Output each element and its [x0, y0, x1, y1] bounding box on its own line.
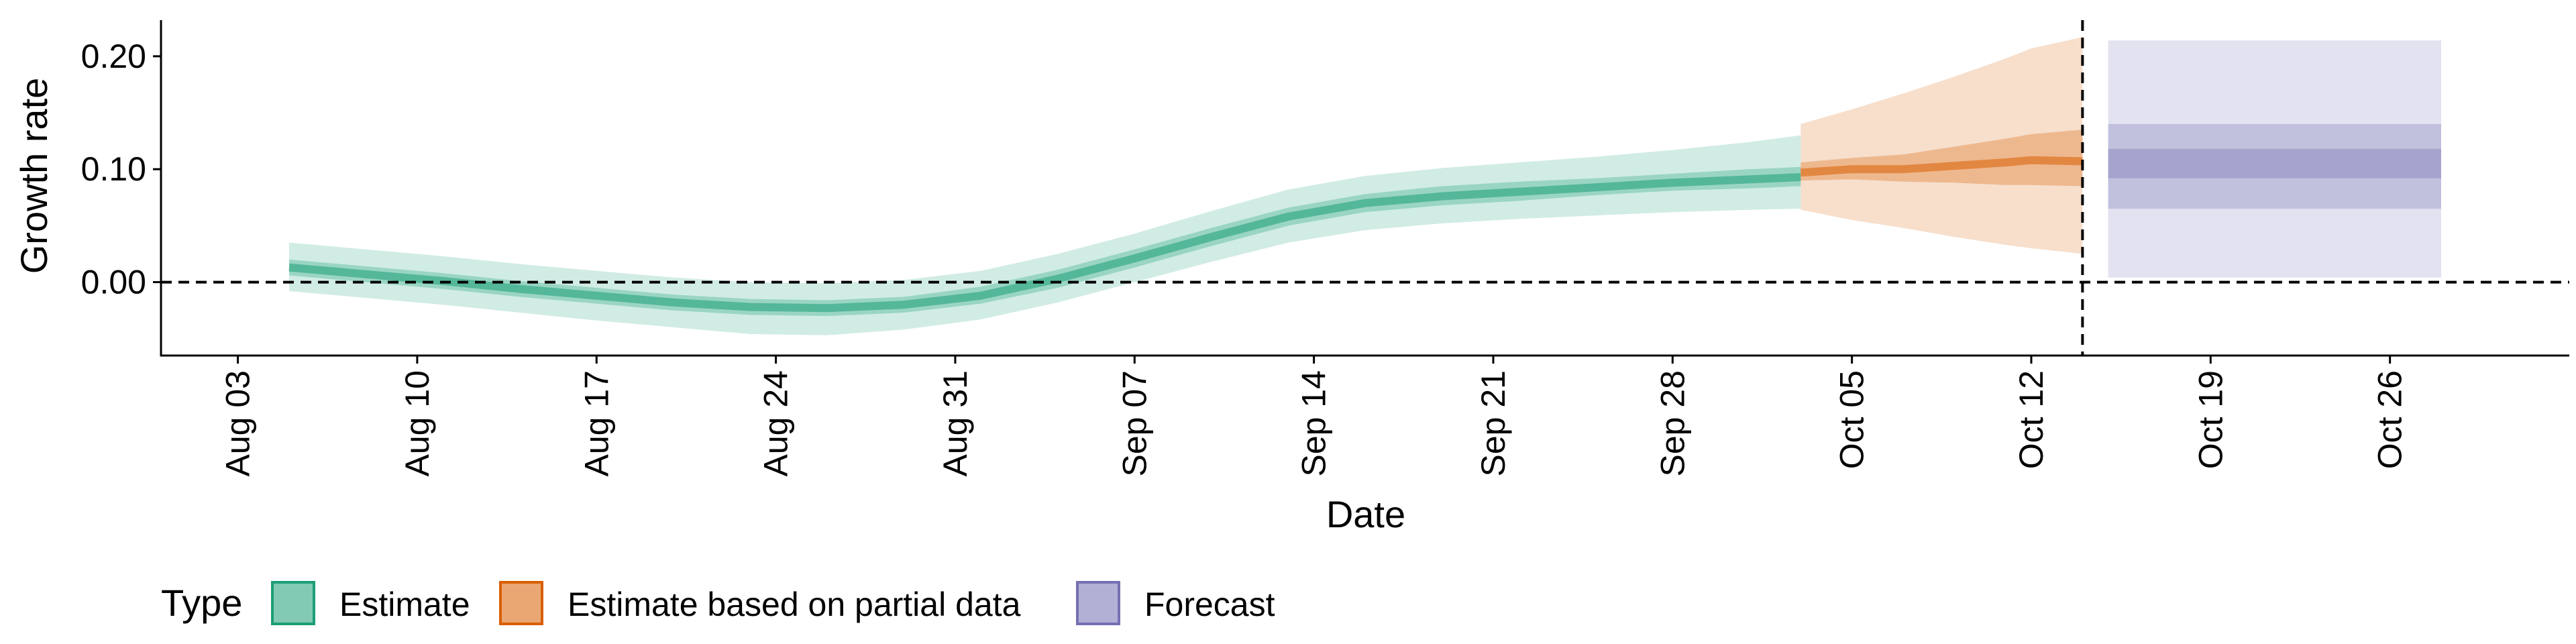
legend-key-forecast: [1076, 581, 1120, 625]
estimate-band-50: [289, 166, 1801, 317]
axes: 0.00 0.10 0.20 Aug 03 Aug 10 Aug 17 Aug 24 Aug …: [81, 20, 2569, 476]
legend-key-estimate: [271, 581, 315, 625]
x-tick-label: Oct 12: [2012, 370, 2050, 469]
x-tick-label: Aug 31: [936, 370, 974, 476]
x-tick-label: Aug 17: [578, 370, 615, 476]
forecast-band-20: [2108, 148, 2441, 178]
legend: Type Estimate Estimate based on partial da…: [161, 581, 1275, 625]
x-axis-title: Date: [1326, 493, 1405, 535]
estimate-band-90: [289, 135, 1801, 335]
x-tick-label: Aug 10: [398, 370, 436, 476]
forecast-band-50: [2108, 123, 2441, 209]
legend-key-estimate-based-on-partial-data: [499, 581, 543, 625]
y-tick-label: 0.00: [81, 264, 146, 301]
estimate-based-on-partial-data-band-90: [1801, 37, 2083, 254]
x-tick-label: Sep 21: [1474, 370, 1512, 476]
x-tick-label: Sep 07: [1116, 370, 1153, 476]
forecast-band-90: [2108, 40, 2441, 278]
legend-title: Type: [161, 582, 242, 624]
x-tick-label: Sep 14: [1295, 370, 1333, 476]
estimate-median-line: [288, 173, 1801, 313]
legend-item-forecast: Forecast: [1076, 581, 1275, 625]
y-axis-title: Growth rate: [13, 78, 55, 274]
legend-label: Forecast: [1144, 586, 1275, 623]
x-tick-label: Sep 28: [1654, 370, 1691, 476]
legend-item-estimate: Estimate: [271, 581, 470, 625]
x-tick-label: Aug 03: [219, 370, 257, 476]
legend-label: Estimate based on partial data: [568, 586, 1021, 623]
y-tick-label: 0.20: [81, 38, 146, 75]
legend-label: Estimate: [339, 586, 470, 623]
legend-item-estimate-based-on-partial-data: Estimate based on partial data: [499, 581, 1021, 625]
x-tick-label: Oct 05: [1833, 370, 1871, 469]
x-tick-label: Oct 19: [2192, 370, 2229, 469]
x-tick-label: Aug 24: [757, 370, 795, 476]
estimate-based-on-partial-data-median-line: [1800, 156, 2083, 177]
x-tick-label: Oct 26: [2371, 370, 2409, 469]
y-tick-label: 0.10: [81, 150, 146, 188]
reference-lines: [161, 20, 2569, 356]
plot-bands: [288, 37, 2441, 335]
